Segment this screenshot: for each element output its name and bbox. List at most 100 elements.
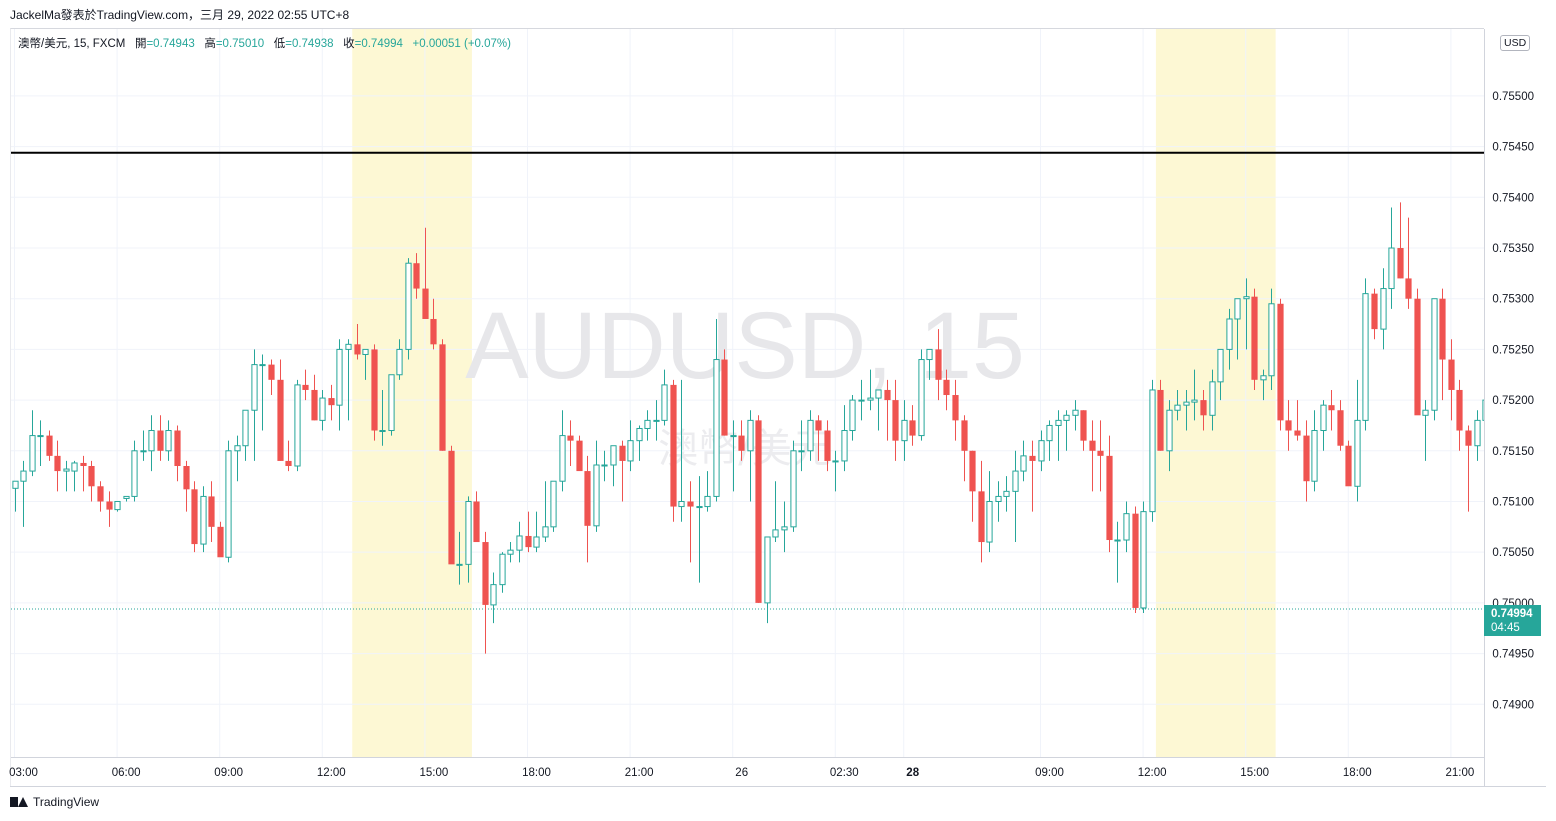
candle-body: [430, 318, 437, 345]
candle-body: [1149, 389, 1156, 513]
candle-body: [1132, 513, 1139, 608]
candle-body: [165, 430, 172, 452]
candle-body: [1166, 409, 1173, 452]
candle-body: [413, 263, 420, 289]
candle-body: [106, 501, 113, 510]
candle-body: [46, 435, 53, 456]
footer-branding[interactable]: TradingView: [10, 795, 99, 809]
candle-body: [790, 450, 797, 528]
candle-body: [619, 445, 626, 461]
candle-body: [1234, 298, 1241, 320]
candle-body: [918, 359, 925, 437]
candle-body: [764, 536, 771, 604]
candle-body: [533, 536, 540, 548]
candle-body: [807, 419, 814, 452]
price-tick-label: 0.75400: [1492, 192, 1534, 204]
candle-body: [969, 450, 976, 492]
candle-body: [653, 419, 660, 422]
time-tick-label: 21:00: [1446, 767, 1475, 779]
last-price-tag: 0.74994 04:45: [1484, 605, 1541, 636]
candle-body: [567, 435, 574, 441]
candle-body: [730, 435, 737, 438]
legend-open-label: 開: [134, 38, 147, 50]
candle-body: [328, 398, 335, 406]
candle-body: [550, 480, 557, 528]
time-tick-label: 09:00: [1035, 767, 1064, 779]
legend-close-value: =0.74994: [354, 38, 403, 50]
time-tick-label: 26: [735, 767, 748, 779]
currency-button[interactable]: USD: [1500, 35, 1531, 51]
price-tick-label: 0.74950: [1492, 649, 1534, 661]
candle-body: [1474, 419, 1481, 447]
candle-body: [867, 397, 874, 401]
candle-body: [1123, 513, 1130, 541]
candle-body: [319, 397, 326, 421]
candle-body: [978, 491, 985, 543]
candle-body: [12, 480, 19, 489]
candle-body: [610, 445, 617, 466]
candle-body: [1328, 405, 1335, 411]
candle-body: [123, 495, 130, 499]
candle-body: [961, 420, 968, 451]
price-tick-label: 0.75250: [1492, 344, 1534, 356]
candle-body: [71, 462, 78, 472]
candle-body: [593, 464, 600, 527]
footer-brand: TradingView: [33, 795, 100, 809]
candle-body: [482, 542, 489, 605]
candle-body: [1243, 296, 1250, 300]
legend-low-value: =0.74938: [285, 38, 334, 50]
candle-body: [396, 348, 403, 376]
candle-body: [849, 399, 856, 432]
candle-body: [1012, 470, 1019, 492]
time-tick-label: 12:00: [1138, 767, 1167, 779]
candle-body: [815, 420, 822, 431]
candle-body: [704, 495, 711, 508]
candle-body: [721, 359, 728, 436]
candle-body: [1106, 455, 1113, 541]
candle-body: [1114, 539, 1121, 542]
candle-body: [131, 450, 138, 497]
candle-body: [157, 430, 164, 451]
candle-body: [670, 384, 677, 507]
candle-body: [952, 395, 959, 421]
candle-body: [1140, 511, 1147, 609]
candle-body: [1174, 404, 1181, 411]
candle-body: [1337, 410, 1344, 446]
candle-body: [661, 384, 668, 421]
candle-body: [627, 440, 634, 462]
candle-body: [37, 435, 44, 438]
candle-body: [1217, 348, 1224, 383]
candle-body: [1003, 490, 1010, 497]
candle-body: [54, 455, 61, 472]
candle-body: [1303, 435, 1310, 482]
candle-body: [294, 384, 301, 467]
candle-body: [884, 389, 891, 401]
time-tick-label: 03:00: [9, 767, 38, 779]
candle-body: [362, 348, 369, 355]
watermark-symbol: AUDUSD, 15: [465, 293, 1025, 399]
candle-body: [422, 288, 429, 319]
bar-countdown: 04:45: [1491, 622, 1520, 634]
candle-body: [97, 486, 104, 502]
candle-body: [1191, 399, 1198, 403]
candle-body: [174, 430, 181, 467]
time-tick-label: 02:30: [830, 767, 859, 779]
candle-body: [926, 348, 933, 361]
candlestick-chart[interactable]: AUDUSD, 15 澳幣/美元 0.75500 0.75450 0.75400 0.75…: [0, 0, 1556, 790]
candle-body: [824, 430, 831, 461]
candle-body: [507, 549, 514, 555]
ohlc-legend: 澳幣/美元, 15, FXCM 開=0.74943 高=0.75010 低=0.…: [18, 35, 511, 51]
last-price-value: 0.74994: [1491, 608, 1533, 620]
candle-body: [302, 384, 309, 390]
candle-body: [1320, 404, 1327, 432]
time-tick-label: 06:00: [112, 767, 141, 779]
candle-body: [738, 435, 745, 451]
candle-body: [584, 471, 591, 526]
candle-body: [901, 419, 908, 442]
time-tick-label: 09:00: [214, 767, 243, 779]
candle-body: [1072, 409, 1079, 416]
candle-body: [1345, 445, 1352, 487]
candle-body: [1097, 450, 1104, 456]
price-tick-label: 0.75100: [1492, 496, 1534, 508]
candle-body: [456, 563, 463, 566]
